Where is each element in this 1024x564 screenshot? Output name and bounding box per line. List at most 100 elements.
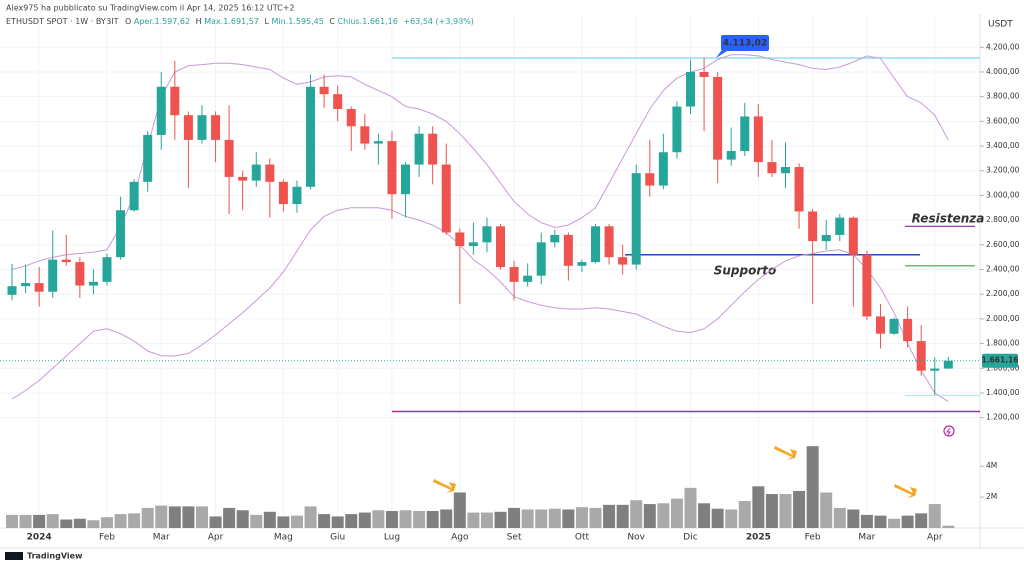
volume-bar [630, 500, 643, 528]
volume-bar [453, 492, 466, 528]
volume-bar [467, 512, 480, 528]
volume-bar [223, 507, 236, 528]
candle-body [183, 115, 193, 140]
candle-body [563, 234, 573, 266]
y-tick-label: 4.000,00 [986, 67, 1020, 76]
x-tick-label: Apr [208, 533, 224, 543]
candle-body [618, 257, 628, 265]
candle-body [238, 176, 248, 181]
y-tick-label: 2.000,00 [986, 314, 1020, 323]
x-tick-label: Nov [627, 533, 645, 543]
candle-body [794, 167, 804, 212]
candle-body [509, 267, 519, 282]
arrow [433, 479, 456, 493]
volume-bar [128, 513, 141, 528]
candle-body [292, 186, 302, 205]
plot-layer [0, 14, 980, 528]
volume-bar [358, 512, 371, 528]
candle-body [740, 116, 750, 151]
candle-body [889, 318, 899, 334]
volume-bar [399, 510, 412, 528]
volume-bar [426, 511, 439, 528]
volume-bar [372, 510, 385, 528]
volume-bar [209, 516, 222, 528]
x-tick-label: Mar [858, 533, 875, 543]
volume-bar [820, 492, 833, 528]
ohlc-key: C [329, 17, 335, 26]
candle-body [753, 116, 763, 163]
candle-body [672, 106, 682, 153]
candle-body [930, 368, 940, 371]
change: +63,54 (+3,98%) [403, 17, 474, 26]
symbol: ETHUSDT SPOT · 1W · BYBIT [6, 17, 119, 26]
candle-body [699, 71, 709, 77]
volume-bar [548, 508, 561, 528]
candle-body [129, 181, 139, 211]
volume-bar [575, 507, 588, 528]
candle-body [550, 234, 560, 243]
volume-bar [684, 487, 697, 528]
candle-body [780, 167, 790, 174]
candle-body [7, 286, 17, 295]
volume-bar [19, 514, 32, 528]
candle-body [916, 341, 926, 371]
volume-bar [385, 511, 398, 528]
volume-bar [779, 494, 792, 528]
candle-body [373, 141, 383, 144]
volume-bar [318, 514, 331, 528]
candle-body [875, 316, 885, 334]
candle-body [88, 281, 98, 286]
candle-body [360, 126, 370, 144]
y-tick-label: 3.800,00 [986, 92, 1020, 101]
arrow [894, 484, 917, 498]
volume-bar [60, 519, 73, 528]
candle-body [75, 262, 85, 286]
volume-bar [793, 490, 806, 528]
candle-body [278, 181, 288, 205]
candle-body [156, 86, 166, 135]
candle-body [401, 164, 411, 195]
volume-bar [141, 507, 154, 528]
x-tick-label: Ago [451, 533, 469, 543]
volume-bar [182, 506, 195, 528]
level-label: Resistenza [912, 212, 985, 226]
y-tick-label: 3.000,00 [986, 190, 1020, 199]
candle-body [658, 152, 668, 186]
candle-body [21, 283, 31, 287]
level-label: Supporto [714, 264, 777, 278]
candle-body [591, 226, 601, 263]
volume-bar [195, 506, 208, 528]
volume-bar [87, 520, 100, 528]
volume-bar [915, 513, 928, 528]
volume-bar [698, 503, 711, 528]
volume-bar [440, 509, 453, 528]
candle-body [197, 115, 207, 140]
candle-body [523, 275, 533, 282]
volume-bar [616, 504, 629, 528]
candle-body [34, 283, 44, 292]
x-tick-label: Dic [683, 533, 697, 543]
volume-bar [888, 518, 901, 528]
candle-body [536, 242, 546, 276]
price-label-pointer [716, 51, 727, 59]
volume-bar [46, 514, 59, 528]
y-tick-label: 2.400,00 [986, 265, 1020, 274]
y-tick-label: 3.200,00 [986, 166, 1020, 175]
icon [946, 427, 951, 436]
volume-bar [413, 511, 426, 528]
candle-body [808, 211, 818, 242]
y-tick-label: 3.400,00 [986, 141, 1020, 150]
x-tick-label: Mag [274, 533, 293, 543]
volume-bar [168, 506, 181, 528]
candle-body [848, 217, 858, 255]
volume-bar [155, 505, 168, 528]
y-tick-label: 4M [986, 461, 997, 470]
candle-body [48, 259, 58, 292]
volume-bar [494, 511, 507, 528]
x-tick-label: 2025 [746, 533, 771, 543]
author-line: Alex975 ha pubblicato su TradingView.com… [6, 4, 295, 13]
candle-body [224, 139, 234, 177]
candle-body [306, 86, 316, 187]
candle-body [767, 162, 777, 174]
volume-bar [331, 516, 344, 528]
